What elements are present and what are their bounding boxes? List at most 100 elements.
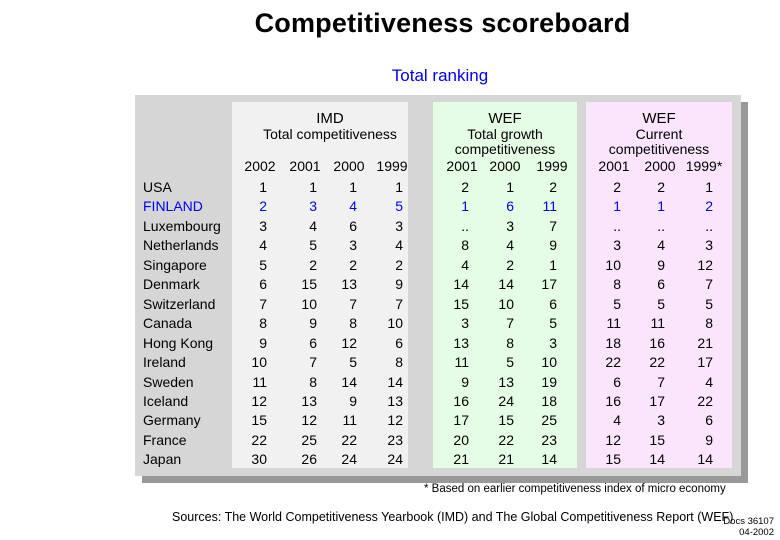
table-cell: 11 xyxy=(252,373,267,390)
table-cell: 15 xyxy=(453,295,469,312)
table-cell: 12 xyxy=(605,431,621,448)
group-name: WEF xyxy=(642,110,676,127)
country-label: Singapore xyxy=(143,256,207,273)
table-cell: 3 xyxy=(461,315,469,332)
table-cell: 24 xyxy=(498,392,514,409)
table-cell: 6 xyxy=(395,334,403,351)
table-cell: 19 xyxy=(541,373,557,390)
year-header: 1999 xyxy=(376,158,408,174)
table-cell: 5 xyxy=(506,354,514,371)
table-cell: 6 xyxy=(349,217,357,234)
table-cell: 1 xyxy=(395,179,403,195)
table-cell: 15 xyxy=(301,276,317,293)
table-cell: 10 xyxy=(541,354,557,371)
table-cell: 8 xyxy=(259,315,267,332)
table-cell: 7 xyxy=(657,373,665,390)
country-label: Hong Kong xyxy=(143,334,214,351)
table-cell: 12 xyxy=(301,412,317,429)
table-cell: 12 xyxy=(341,334,357,351)
year-header: 2000 xyxy=(489,158,521,174)
table-cell: .. xyxy=(657,217,665,234)
table-cell: 8 xyxy=(309,373,317,390)
table-cell: 7 xyxy=(309,354,317,371)
table-cell: 23 xyxy=(387,431,403,448)
table-cell: 24 xyxy=(341,451,357,468)
table-cell: 7 xyxy=(349,295,357,312)
table-cell: 9 xyxy=(657,256,665,273)
table-cell: 22 xyxy=(649,354,665,371)
table-cell: 8 xyxy=(395,354,403,371)
table-cell: 5 xyxy=(613,295,621,312)
table-cell: 2 xyxy=(613,179,621,195)
table-cell: 30 xyxy=(251,451,267,468)
table-cell: 10 xyxy=(605,256,621,273)
table-cell: 21 xyxy=(453,451,469,468)
table-cell: 22 xyxy=(498,431,514,448)
table-cell: 3 xyxy=(549,334,557,351)
table-cell: 2 xyxy=(705,198,713,215)
table-cell: 15 xyxy=(251,412,267,429)
country-label: Iceland xyxy=(143,392,189,409)
table-cell: 14 xyxy=(453,276,469,293)
table-cell: 22 xyxy=(341,431,357,448)
table-cell: 4 xyxy=(705,373,713,390)
country-label: Japan xyxy=(143,451,182,468)
table-cell: 1 xyxy=(705,179,713,195)
table-cell: 17 xyxy=(649,392,665,409)
table-cell: 6 xyxy=(506,198,514,215)
table-cell: 1 xyxy=(461,198,469,215)
table-cell: 11 xyxy=(606,315,621,332)
table-cell: 7 xyxy=(506,315,514,332)
table-cell: 5 xyxy=(349,354,357,371)
table-cell: 23 xyxy=(541,431,557,448)
imd-column-band xyxy=(232,102,408,468)
table-cell: 9 xyxy=(259,334,267,351)
table-cell: 10 xyxy=(387,315,403,332)
table-cell: 16 xyxy=(649,334,665,351)
country-label: France xyxy=(143,431,187,448)
table-cell: 12 xyxy=(251,392,267,409)
table-cell: 12 xyxy=(697,256,713,273)
table-cell: 17 xyxy=(697,354,713,371)
table-cell: 22 xyxy=(697,392,713,409)
table-cell: 17 xyxy=(453,412,469,429)
table-cell: 16 xyxy=(453,392,469,409)
country-label: Canada xyxy=(143,315,193,332)
table-cell: 1 xyxy=(309,179,317,195)
table-cell: 8 xyxy=(349,315,357,332)
table-cell: 10 xyxy=(498,295,514,312)
table-cell: 2 xyxy=(259,198,267,215)
table-cell: 18 xyxy=(541,392,557,409)
country-label: Denmark xyxy=(143,276,200,293)
year-header: 2001 xyxy=(446,158,478,174)
table-cell: 4 xyxy=(613,412,621,429)
table-cell: 7 xyxy=(705,276,713,293)
year-header: 2002 xyxy=(244,158,276,174)
table-cell: 2 xyxy=(657,179,665,195)
table-cell: 8 xyxy=(506,334,514,351)
table-cell: 11 xyxy=(342,412,357,429)
table-cell: .. xyxy=(461,217,469,234)
table-cell: 4 xyxy=(395,237,403,254)
table-cell: 4 xyxy=(309,217,317,234)
table-cell: 13 xyxy=(387,392,403,409)
group-subtitle: Total growth competitiveness xyxy=(454,126,556,157)
table-cell: 3 xyxy=(395,217,403,234)
table-cell: 14 xyxy=(341,373,357,390)
table-cell: 6 xyxy=(309,334,317,351)
table-cell: 3 xyxy=(657,412,665,429)
table-cell: 2 xyxy=(461,179,469,195)
table-cell: 16 xyxy=(605,392,621,409)
table-cell: 11 xyxy=(650,315,665,332)
table-cell: 9 xyxy=(395,276,403,293)
table-cell: 10 xyxy=(301,295,317,312)
table-cell: 1 xyxy=(349,179,357,195)
table-cell: 3 xyxy=(349,237,357,254)
table-cell: 8 xyxy=(461,237,469,254)
country-label: Switzerland xyxy=(143,295,216,312)
table-cell: 12 xyxy=(387,412,403,429)
table-cell: 4 xyxy=(349,198,357,215)
table-cell: 14 xyxy=(541,451,557,468)
year-header: 1999 xyxy=(536,158,568,174)
table-cell: 4 xyxy=(657,237,665,254)
